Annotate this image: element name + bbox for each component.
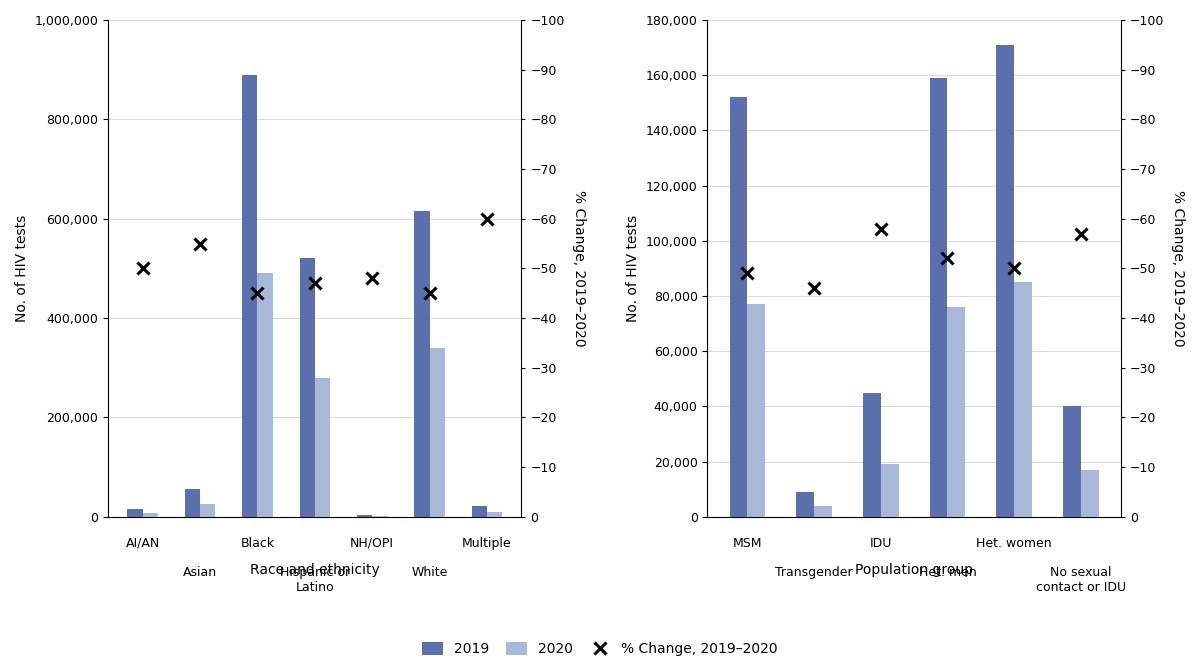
Text: NH/OPI: NH/OPI [350,537,395,550]
Bar [487,512,503,517]
Bar [200,505,215,517]
Text: Transgender: Transgender [775,566,853,579]
Text: AI/AN: AI/AN [126,537,160,550]
Bar [472,506,487,517]
Text: Black: Black [240,537,275,550]
Text: IDU: IDU [870,537,892,550]
Text: White: White [412,566,448,579]
Text: Asian: Asian [182,566,217,579]
Bar [730,97,748,517]
Bar [748,304,766,517]
Bar [314,378,330,517]
Text: MSM: MSM [733,537,762,550]
X-axis label: Race and ethnicity: Race and ethnicity [250,563,379,577]
Bar [814,506,832,517]
Bar [930,78,948,517]
Bar [414,211,430,517]
Y-axis label: % Change, 2019–2020: % Change, 2019–2020 [1171,190,1184,347]
Bar [881,464,899,517]
Text: No sexual
contact or IDU: No sexual contact or IDU [1036,566,1126,595]
Bar [996,45,1014,517]
Text: Hispanic or
Latino: Hispanic or Latino [280,566,350,595]
Text: Het. men: Het. men [918,566,977,579]
Bar [143,513,158,517]
Bar [1081,470,1098,517]
Bar [372,515,388,517]
Y-axis label: % Change, 2019–2020: % Change, 2019–2020 [571,190,586,347]
Bar [797,492,814,517]
Bar [300,259,314,517]
Legend: 2019, 2020, % Change, 2019–2020: 2019, 2020, % Change, 2019–2020 [416,636,784,662]
Bar [258,274,272,517]
X-axis label: Population group: Population group [856,563,973,577]
Y-axis label: No. of HIV tests: No. of HIV tests [626,215,641,322]
Bar [1014,282,1032,517]
Bar [242,75,258,517]
Bar [1063,407,1081,517]
Bar [948,307,965,517]
Text: Het. women: Het. women [977,537,1052,550]
Bar [430,348,445,517]
Y-axis label: No. of HIV tests: No. of HIV tests [14,215,29,322]
Bar [127,509,143,517]
Text: Multiple: Multiple [462,537,512,550]
Bar [185,489,200,517]
Bar [863,392,881,517]
Bar [356,515,372,517]
